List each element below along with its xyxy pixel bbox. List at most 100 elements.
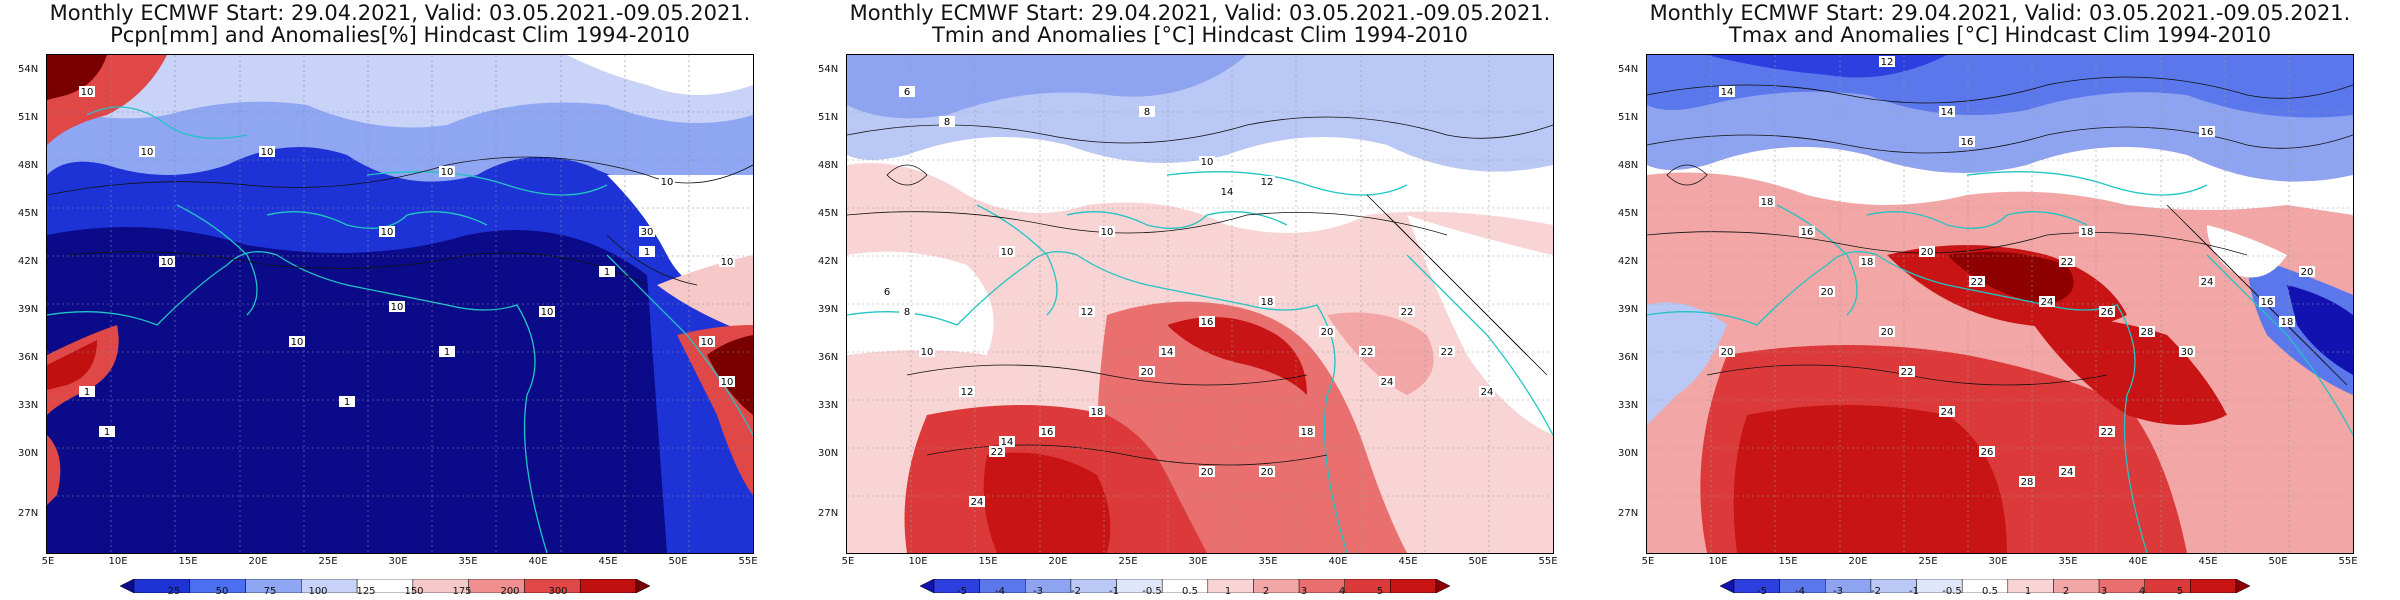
contour-label: 10 [719, 376, 735, 388]
contour-label: 16 [2259, 296, 2275, 308]
lat-label: 36N [1618, 352, 1639, 363]
colorbar-segment [133, 578, 191, 594]
colorbar-tick: 3 [2100, 586, 2108, 597]
lon-label: 5E [841, 556, 855, 567]
lon-label: 10E [1708, 556, 1728, 567]
contour-label: 10 [79, 86, 95, 98]
contour-label: 16 [1039, 426, 1055, 438]
contour-label: 18 [1299, 426, 1315, 438]
lon-label: 50E [2268, 556, 2288, 567]
colorbar-tick: -2 [1071, 586, 1081, 597]
lon-label: 5E [1641, 556, 1655, 567]
contour-label: 10 [659, 176, 675, 188]
panel-title-line1: Monthly ECMWF Start: 29.04.2021, Valid: … [1649, 1, 2351, 25]
contour-label: 10 [919, 346, 935, 358]
lon-label: 45E [2198, 556, 2218, 567]
svg-text:16: 16 [1961, 137, 1974, 148]
colorbar-segment [2144, 578, 2191, 594]
svg-text:22: 22 [1401, 307, 1414, 318]
svg-text:10: 10 [441, 167, 454, 178]
colorbar-tick: 175 [452, 586, 472, 597]
lat-label: 45N [818, 208, 839, 219]
svg-text:22: 22 [2101, 427, 2114, 438]
colorbar [1719, 578, 2251, 594]
contour-label: 22 [1359, 346, 1375, 358]
colorbar-segment [1435, 578, 1451, 594]
svg-text:20: 20 [1721, 347, 1734, 358]
contour-label: 16 [1199, 316, 1215, 328]
svg-text:10: 10 [721, 257, 734, 268]
panel-precipitation: Monthly ECMWF Start: 29.04.2021, Valid: … [0, 0, 800, 600]
svg-text:6: 6 [884, 287, 890, 298]
lat-label: 30N [18, 448, 39, 459]
contour-label: 24 [2059, 466, 2075, 478]
svg-text:26: 26 [1981, 447, 1994, 458]
colorbar-tick: -4 [1795, 586, 1805, 597]
lon-label: 25E [318, 556, 338, 567]
svg-text:10: 10 [391, 302, 404, 313]
colorbar-tick: -5 [957, 586, 967, 597]
svg-text:20: 20 [1921, 247, 1934, 258]
lon-label: 25E [1918, 556, 1938, 567]
contour-label: 1 [439, 346, 455, 358]
svg-text:20: 20 [2301, 267, 2314, 278]
colorbar-tick: 1 [1224, 586, 1232, 597]
colorbar [119, 578, 651, 594]
lon-label: 10E [908, 556, 928, 567]
svg-text:10: 10 [541, 307, 554, 318]
colorbar-tick: 150 [404, 586, 424, 597]
contour-label: 24 [2039, 296, 2055, 308]
lon-label: 40E [528, 556, 548, 567]
contour-label: 8 [899, 306, 915, 318]
colorbar-segment [1390, 578, 1437, 594]
contour-label: 20 [1259, 466, 1275, 478]
lon-label: 20E [1048, 556, 1068, 567]
precip-map: 10 10 10 10 10 10 10 10 1 1 1 1 1 1 10 10 10 10 30 10 [46, 54, 754, 554]
contour-label: 28 [2139, 326, 2155, 338]
lon-label: 55E [2338, 556, 2358, 567]
svg-text:24: 24 [1941, 407, 1954, 418]
lat-label: 54N [18, 64, 39, 75]
contour-label: 14 [1159, 346, 1175, 358]
contour-label: 20 [1919, 246, 1935, 258]
svg-text:16: 16 [1201, 317, 1214, 328]
colorbar-svg [119, 578, 651, 594]
svg-text:18: 18 [1261, 297, 1274, 308]
svg-text:16: 16 [1041, 427, 1054, 438]
lon-label: 15E [1778, 556, 1798, 567]
contour-label: 30 [2179, 346, 2195, 358]
svg-text:18: 18 [1761, 197, 1774, 208]
colorbar [919, 578, 1451, 594]
panel-tmin: Monthly ECMWF Start: 29.04.2021, Valid: … [800, 0, 1600, 600]
contour-label: 12 [1259, 176, 1275, 188]
tmax-map: 12 14 14 16 16 18 20 22 24 26 28 30 24 22 20 18 16 18 20 22… [1646, 54, 2354, 554]
lat-label: 42N [1618, 256, 1639, 267]
svg-text:8: 8 [1144, 107, 1150, 118]
contour-label: 10 [379, 226, 395, 238]
lat-label: 39N [1618, 304, 1639, 315]
colorbar-tick: 5 [1376, 586, 1384, 597]
contour-label: 24 [1379, 376, 1395, 388]
contour-label: 10 [539, 306, 555, 318]
contour-label: 10 [1199, 156, 1215, 168]
contour-label: 10 [699, 336, 715, 348]
colorbar-tick: 200 [500, 586, 520, 597]
colorbar-segment [1253, 578, 1300, 594]
svg-text:10: 10 [161, 257, 174, 268]
contour-label: 26 [1979, 446, 1995, 458]
lon-label: 50E [1468, 556, 1488, 567]
lat-label: 45N [18, 208, 39, 219]
svg-text:1: 1 [604, 267, 610, 278]
lon-label: 30E [1988, 556, 2008, 567]
svg-text:12: 12 [1081, 307, 1094, 318]
colorbar-segment [119, 578, 135, 594]
svg-text:16: 16 [2201, 127, 2214, 138]
lat-label: 39N [18, 304, 39, 315]
colorbar-tick: 2 [1262, 586, 1270, 597]
svg-text:24: 24 [971, 497, 984, 508]
svg-text:18: 18 [1301, 427, 1314, 438]
contour-label: 20 [1819, 286, 1835, 298]
panel-title-line2: Pcpn[mm] and Anomalies[%] Hindcast Clim … [110, 23, 690, 47]
contour-label: 10 [999, 246, 1015, 258]
colorbar-tick: 300 [548, 586, 568, 597]
